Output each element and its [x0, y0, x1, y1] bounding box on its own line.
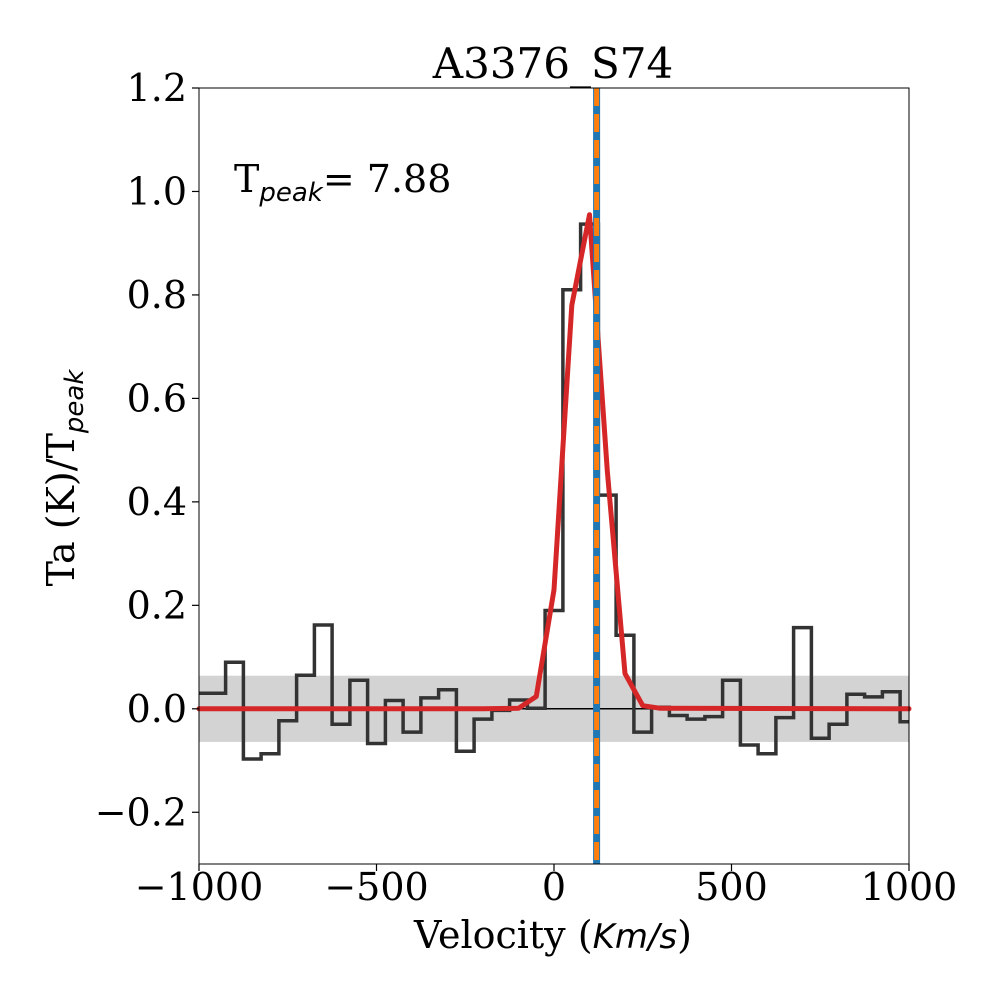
series-layer — [196, 212, 912, 761]
y-ticks: −0.2 0.0 0.2 0.4 0.6 0.8 1.0 1.2 — [95, 66, 199, 834]
y-axis-label: Ta (K)/Tpeak — [39, 369, 90, 587]
x-tick-label: 0 — [542, 865, 566, 909]
peak-annotation-value: = 7.88 — [323, 157, 452, 201]
y-tick-label: 0.4 — [127, 480, 187, 524]
x-axis-unit: Km/s — [593, 917, 678, 957]
x-tick-label: −500 — [324, 865, 428, 909]
x-tick-label: −1000 — [135, 865, 264, 909]
x-tick-label: 1000 — [861, 865, 958, 909]
x-axis-label: Velocity (Km/s) — [413, 913, 692, 957]
peak-annotation-sub: peak — [258, 178, 323, 208]
y-tick-label: 0.8 — [127, 273, 187, 317]
fit-series — [196, 212, 912, 712]
y-tick-label: −0.2 — [95, 790, 187, 834]
y-tick-label: 0.0 — [127, 687, 187, 731]
x-ticks: −1000 −500 0 500 1000 — [135, 864, 958, 909]
y-tick-label: 0.6 — [127, 376, 187, 420]
peak-annotation: Tpeak= 7.88 — [234, 157, 451, 208]
y-tick-label: 1.2 — [127, 66, 187, 110]
peak-annotation-prefix: T — [234, 157, 259, 201]
y-tick-label: 0.2 — [127, 583, 187, 627]
x-tick-label: 500 — [695, 865, 768, 909]
spectrum-series — [199, 222, 909, 761]
chart-title: A3376_S74 — [432, 39, 673, 88]
y-axis-label-text: Ta (K)/T — [39, 433, 83, 586]
y-tick-label: 1.0 — [127, 169, 187, 213]
x-axis-label-text: Velocity — [413, 913, 566, 957]
y-axis-label-sub: peak — [60, 369, 90, 434]
